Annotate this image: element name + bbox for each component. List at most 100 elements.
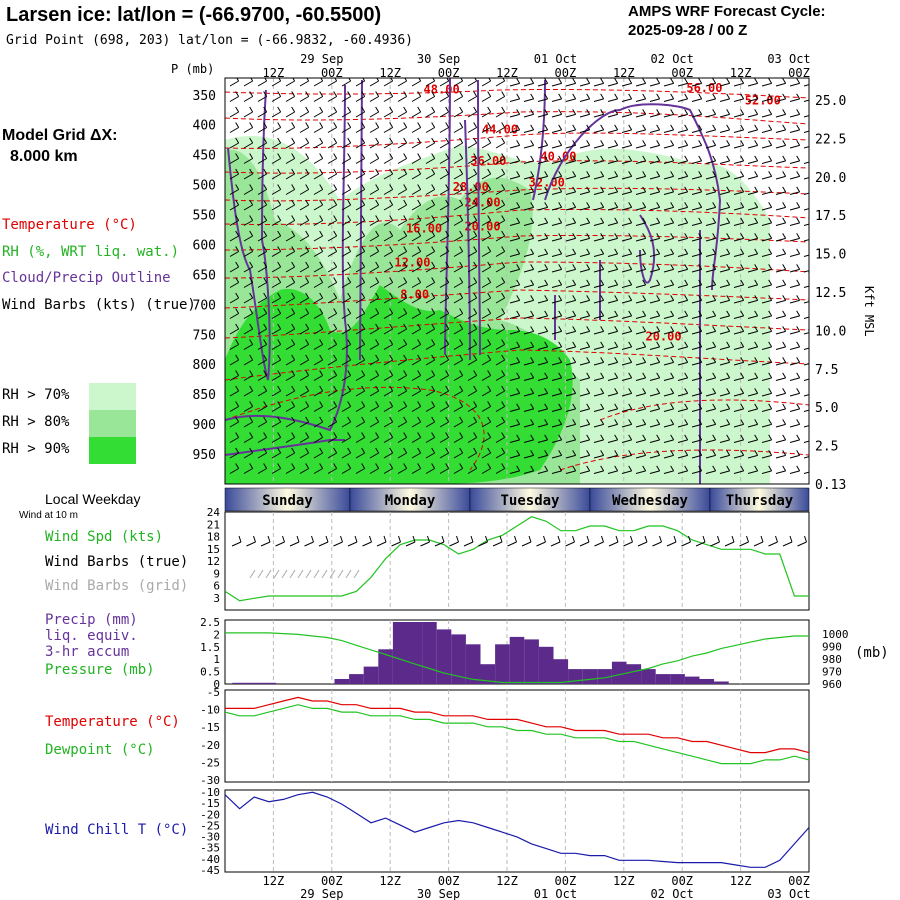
wind-barb-feather [431,292,436,299]
wind-barb-feather [768,310,773,317]
wind-barb-true-feather [760,535,764,543]
wind-barb-true-feather [311,535,314,543]
wind-barb [481,468,491,474]
wind-barb-feather [782,217,787,224]
wind-barb-feather [740,450,745,456]
wind-barb [327,390,337,397]
wind-barb-feather [600,264,605,270]
wind-barb-grid [329,569,336,579]
wind-barb-feather [347,261,352,268]
wind-barb-feather [291,354,296,361]
wind-barb [747,82,758,87]
wind-barb [565,129,576,133]
wind-barb-feather [263,401,268,407]
wind-barb [383,111,393,118]
wind-barb-true-feather [630,535,633,543]
wind-barb [495,375,505,381]
wind-barb [481,390,491,397]
wind-barb [677,315,688,319]
wind-barb [509,237,520,242]
wind-barb-feather [263,168,268,175]
wind-barb-feather [572,186,577,193]
wind-barb-feather [642,388,647,394]
windchill-ytick: -30 [200,831,220,844]
wind-barb [579,454,590,459]
wind-barb-feather [375,432,380,438]
wind-barb-feather [600,78,605,84]
wind-barb-feather [431,230,436,237]
wind-barb-true [507,541,517,547]
wind-barb [509,206,520,211]
wind-barb [565,237,576,242]
wind-barb [747,454,758,459]
time-tick-label: 00Z [671,66,693,80]
wind-barb-feather [684,310,689,317]
wind-barb-feather [740,93,745,100]
wind-barb [243,390,253,397]
wind-barb [719,330,730,335]
wind-barb-feather [586,140,591,146]
wind-barb-feather [544,186,549,193]
wind-barb [383,251,393,257]
wind-barb-feather [333,323,338,330]
wind-barb [285,173,295,180]
wind-barb [425,158,435,164]
wind-barb [481,158,491,164]
wind-barb-feather [516,419,521,425]
wind-barb [509,330,520,335]
wind-barb [467,344,477,350]
wind-barb-feather [361,323,366,330]
wind-barb [453,452,463,459]
wind-barb [691,268,702,273]
time-tick-label: 00Z [555,66,577,80]
temp-ytick: -20 [200,739,220,752]
wind-barb-feather [712,465,717,472]
wind-barb-feather [684,233,689,239]
wind-barb [327,437,337,443]
wind-barb [369,142,379,149]
wind-barb-feather [754,140,759,146]
wind-barb [607,454,618,459]
wind-barb-feather [698,341,703,348]
wind-barb [565,253,576,257]
wind-barb-feather [754,419,759,425]
wind-barb-feather [333,463,338,469]
wind-barb-feather [614,155,619,162]
wind-barb [621,160,632,164]
wind-barb-feather [431,447,436,454]
wind-barb [565,160,576,164]
wind-barb-feather [740,326,745,332]
wind-barb-feather [698,109,703,115]
wind-barb-feather [558,295,563,301]
wind-barb-feather [670,109,675,115]
windchill-panel: -10-15-20-25-30-35-40-45 [200,786,810,877]
wind-barb-feather [600,465,605,472]
wind-barb [285,297,295,304]
wind-barb-feather [614,171,619,177]
wind-barb-feather [712,357,717,363]
wind-barb-feather [305,184,310,190]
wind-barb [621,377,632,381]
wind-barb-feather [642,295,647,301]
wind-barb [593,222,604,226]
wind-barb-feather [586,295,591,301]
wind-barb-feather [235,230,240,237]
wind-barb-feather [333,416,338,423]
wind-barb-feather [501,184,506,190]
wind-barb-feather [389,292,394,299]
wind-barb-feather [572,171,577,177]
wind-barb [747,346,758,350]
wind-barb-feather [782,155,787,162]
wind-barb-true-feather [586,535,590,543]
wind-barb-true [579,541,590,547]
wind-barb-feather [684,78,689,84]
wind-barb-feather [403,308,408,314]
wind-barb-feather [501,463,506,469]
wind-barb [719,113,730,118]
wind-barb-feather [628,217,633,224]
wind-barb [509,423,520,428]
wind-barb-feather [347,416,352,423]
wind-barb-feather [305,91,310,97]
wind-barb-feather [726,341,731,348]
wind-barb [243,204,253,211]
